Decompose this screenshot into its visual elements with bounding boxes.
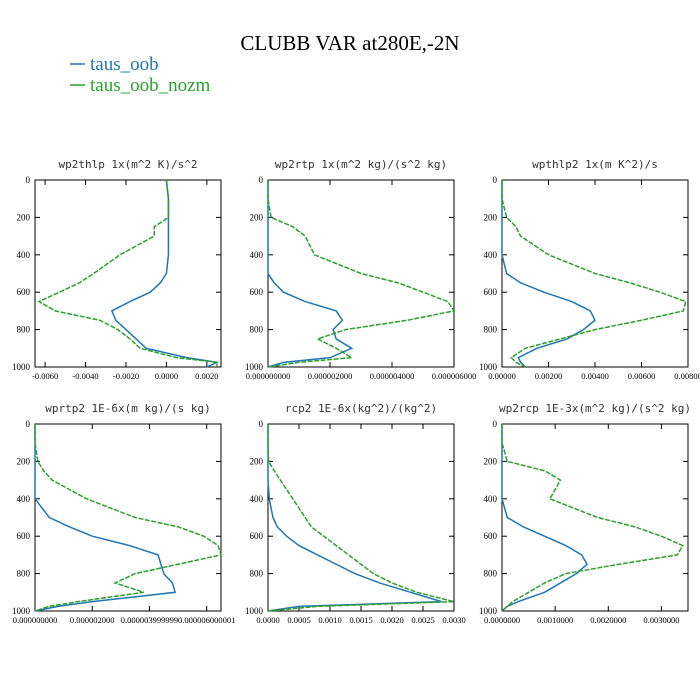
x-tick-label: 0.0020000 <box>590 615 626 625</box>
y-tick-label: 800 <box>250 325 264 335</box>
legend-label: taus_oob_nozm <box>90 75 211 96</box>
x-tick-label: 0.000002000 <box>308 371 353 381</box>
y-tick-label: 200 <box>17 212 31 222</box>
panel-title: wprtp2 1E-6x(m kg)/(s kg) <box>45 402 211 415</box>
y-tick-label: 800 <box>250 569 264 579</box>
profile-line <box>501 180 687 368</box>
x-tick-label: -0.0060 <box>32 371 58 381</box>
x-tick-label: -0.0020 <box>113 371 139 381</box>
x-tick-label: -0.0040 <box>72 371 98 381</box>
y-tick-label: 400 <box>250 250 264 260</box>
y-tick-label: 800 <box>17 325 31 335</box>
x-tick-label: 0.000002000 <box>70 615 115 625</box>
x-tick-label: 0.0020 <box>380 615 403 625</box>
y-tick-label: 200 <box>250 456 264 466</box>
y-tick-label: 600 <box>17 531 31 541</box>
y-tick-label: 800 <box>484 569 498 579</box>
x-tick-label: 0.0000 <box>256 615 279 625</box>
x-tick-label: 0.000004000 <box>370 371 415 381</box>
profile-line <box>501 424 684 612</box>
y-tick-label: 200 <box>484 212 498 222</box>
y-tick-label: 400 <box>484 494 498 504</box>
y-tick-label: 1000 <box>245 606 264 616</box>
x-tick-label: 0.000006000001 <box>178 615 235 625</box>
profile-line <box>501 180 596 368</box>
panel-title: wp2rtp 1x(m^2 kg)/(s^2 kg) <box>275 158 447 171</box>
x-tick-label: 0.0005 <box>287 615 310 625</box>
x-tick-label: 0.00600 <box>628 371 656 381</box>
panel-title: wp2thlp 1x(m^2 K)/s^2 <box>58 158 197 171</box>
x-tick-label: 0.00000 <box>488 371 516 381</box>
plot-frame <box>267 423 455 612</box>
x-tick-label: 0.00800 <box>674 371 700 381</box>
x-tick-label: 0.0000 <box>155 371 178 381</box>
y-tick-label: 200 <box>17 456 31 466</box>
profile-line <box>37 179 218 367</box>
profile-line <box>267 180 456 368</box>
x-tick-label: 0.000003999999 <box>121 615 178 625</box>
profile-line <box>34 424 222 612</box>
y-tick-label: 1000 <box>479 362 498 372</box>
y-tick-label: 400 <box>250 494 264 504</box>
x-tick-label: 0.0030000 <box>643 615 679 625</box>
profile-line <box>110 179 220 368</box>
y-tick-label: 0 <box>493 175 498 185</box>
plot-frame <box>34 423 222 612</box>
y-tick-label: 600 <box>250 531 264 541</box>
x-tick-label: 0.0030 <box>442 615 465 625</box>
y-tick-label: 1000 <box>12 362 31 372</box>
x-tick-label: 0.000000000 <box>13 615 58 625</box>
y-tick-label: 600 <box>484 531 498 541</box>
y-tick-label: 600 <box>17 287 31 297</box>
plot-frame <box>501 423 689 612</box>
y-tick-label: 400 <box>484 250 498 260</box>
y-tick-label: 0 <box>493 419 498 429</box>
y-tick-label: 400 <box>17 250 31 260</box>
panel-title: wpthlp2 1x(m K^2)/s <box>532 158 658 171</box>
y-tick-label: 0 <box>259 419 264 429</box>
y-tick-label: 800 <box>17 569 31 579</box>
profile-line <box>267 180 354 368</box>
x-tick-label: 0.00200 <box>535 371 563 381</box>
y-tick-label: 0 <box>26 419 31 429</box>
x-tick-label: 0.0015 <box>349 615 372 625</box>
profile-line <box>501 424 588 612</box>
y-tick-label: 1000 <box>12 606 31 616</box>
x-tick-label: 0.000000000 <box>246 371 291 381</box>
y-tick-label: 0 <box>26 175 31 185</box>
y-tick-label: 800 <box>484 325 498 335</box>
x-tick-label: 0.00400 <box>581 371 609 381</box>
panel-title: rcp2 1E-6x(kg^2)/(kg^2) <box>285 402 437 415</box>
y-tick-label: 1000 <box>479 606 498 616</box>
legend-label: taus_oob <box>90 54 159 75</box>
x-tick-label: 0.0010000 <box>537 615 573 625</box>
y-tick-label: 600 <box>484 287 498 297</box>
panel-title: wp2rcp 1E-3x(m^2 kg)/(s^2 kg) <box>499 402 691 415</box>
y-tick-label: 200 <box>250 212 264 222</box>
x-tick-label: 0.0010 <box>318 615 341 625</box>
y-tick-label: 400 <box>17 494 31 504</box>
x-tick-label: 0.0025 <box>411 615 434 625</box>
profile-line <box>34 424 177 612</box>
y-tick-label: 0 <box>259 175 264 185</box>
figure-title: CLUBB VAR at280E,-2N <box>240 31 459 55</box>
y-tick-label: 600 <box>250 287 264 297</box>
y-tick-label: 200 <box>484 456 498 466</box>
profile-line <box>267 424 442 612</box>
plot-frame <box>34 179 222 368</box>
x-tick-label: 0.000006000 <box>432 371 477 381</box>
y-tick-label: 1000 <box>245 362 264 372</box>
x-tick-label: 0.0000000 <box>484 615 520 625</box>
profile-line <box>267 424 455 612</box>
x-tick-label: 0.0020 <box>195 371 218 381</box>
